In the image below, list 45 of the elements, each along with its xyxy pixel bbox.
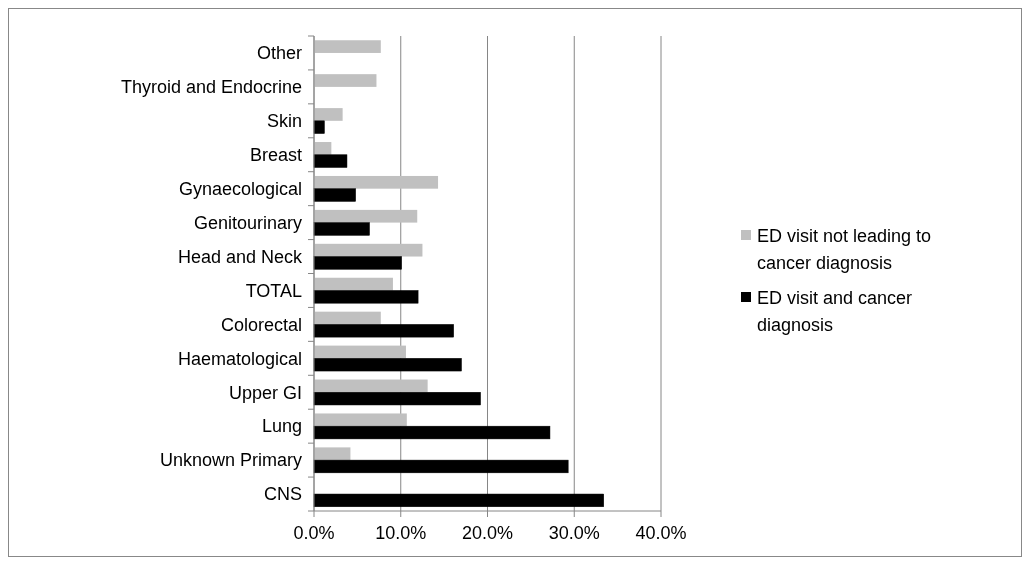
x-tick-label: 10.0% [375, 523, 427, 543]
bar [314, 108, 343, 121]
y-tick-label: Skin [266, 111, 302, 132]
bar [314, 345, 406, 359]
legend-label: ED visit not leading to cancer diagnosis [757, 226, 932, 274]
x-tick-label: 20.0% [461, 523, 514, 543]
bar [314, 447, 351, 461]
bar [313, 358, 462, 372]
bar [313, 493, 604, 508]
y-tick-label: Breast [249, 145, 302, 166]
y-tick-label: Unknown Primary [159, 450, 302, 471]
bar [313, 154, 348, 168]
y-tick-label: CNS [263, 484, 302, 505]
x-tick-label: 30.0% [548, 523, 600, 543]
bar [313, 459, 569, 474]
x-tick-label: 40.0% [635, 523, 687, 543]
y-tick-label: Upper GI [228, 382, 302, 403]
bar [314, 74, 377, 87]
bar [314, 277, 393, 291]
bar [313, 256, 402, 270]
bar [313, 324, 454, 338]
y-tick-label: TOTAL [245, 280, 302, 301]
y-tick-label: Gynaecological [178, 178, 302, 199]
y-tick-label: Other [256, 43, 302, 64]
bar [314, 379, 428, 393]
bar [314, 311, 381, 325]
legend-label: ED visit and cancer diagnosis [757, 288, 913, 336]
bar [313, 222, 370, 236]
y-tick-label: Head and Neck [177, 246, 303, 267]
bar [313, 188, 356, 202]
bar [314, 209, 418, 223]
bar [314, 413, 407, 427]
y-tick-label: Lung [261, 416, 302, 437]
bar [313, 120, 325, 134]
bar [314, 175, 439, 189]
bar [313, 392, 481, 406]
bar [314, 40, 381, 53]
bar [313, 290, 419, 304]
bar [314, 243, 423, 257]
y-tick-label: Colorectal [220, 314, 302, 335]
y-tick-label: Thyroid and Endocrine [120, 77, 302, 98]
y-tick-label: Haematological [177, 348, 302, 369]
y-tick-label: Genitourinary [193, 212, 302, 233]
x-tick-label: 0.0% [293, 523, 335, 543]
bar [313, 425, 551, 440]
